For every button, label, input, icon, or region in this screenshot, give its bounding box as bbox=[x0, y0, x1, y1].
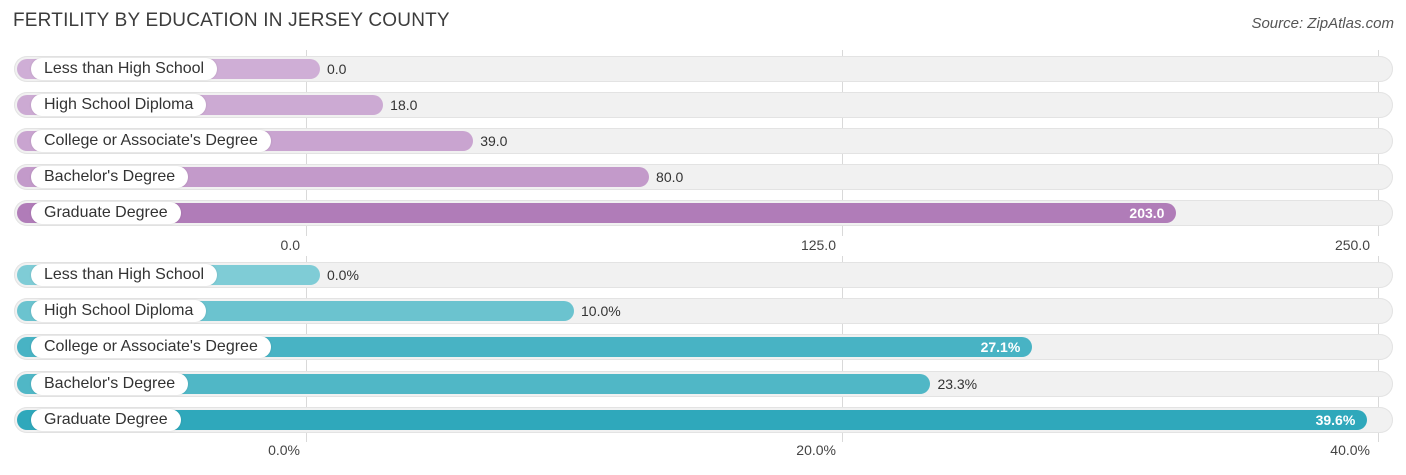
category-label: Less than High School bbox=[31, 58, 218, 80]
category-label: Less than High School bbox=[31, 264, 218, 286]
category-label: High School Diploma bbox=[31, 94, 207, 116]
bar[interactable] bbox=[17, 203, 1177, 223]
tick-label: 40.0% bbox=[1330, 442, 1370, 458]
value-label: 23.3% bbox=[937, 376, 978, 392]
category-label: Bachelor's Degree bbox=[31, 166, 189, 188]
source-label: Source: ZipAtlas.com bbox=[1251, 15, 1394, 32]
bar[interactable] bbox=[17, 337, 1033, 357]
bar[interactable] bbox=[17, 410, 1368, 430]
chart-title: FERTILITY BY EDUCATION IN JERSEY COUNTY bbox=[13, 10, 450, 31]
value-label: 39.0 bbox=[480, 133, 508, 149]
value-label: 0.0 bbox=[327, 61, 347, 77]
tick-label: 250.0 bbox=[1334, 237, 1370, 253]
tick-label: 20.0% bbox=[796, 442, 836, 458]
category-label: Graduate Degree bbox=[31, 202, 181, 224]
category-label: Bachelor's Degree bbox=[31, 373, 189, 395]
value-label: 80.0 bbox=[656, 169, 684, 185]
category-label: Graduate Degree bbox=[31, 409, 181, 431]
tick-label: 0.0 bbox=[280, 237, 300, 253]
tick-label: 125.0 bbox=[800, 237, 836, 253]
value-label: 27.1% bbox=[980, 339, 1021, 355]
value-label: 203.0 bbox=[1129, 205, 1165, 221]
value-label: 10.0% bbox=[581, 303, 621, 319]
value-label: 39.6% bbox=[1315, 412, 1356, 428]
category-label: High School Diploma bbox=[31, 300, 207, 322]
category-label: College or Associate's Degree bbox=[31, 130, 271, 152]
bar[interactable] bbox=[17, 374, 931, 394]
value-label: 0.0% bbox=[327, 267, 359, 283]
category-label: College or Associate's Degree bbox=[31, 336, 271, 358]
value-label: 18.0 bbox=[390, 97, 418, 113]
tick-label: 0.0% bbox=[268, 442, 300, 458]
